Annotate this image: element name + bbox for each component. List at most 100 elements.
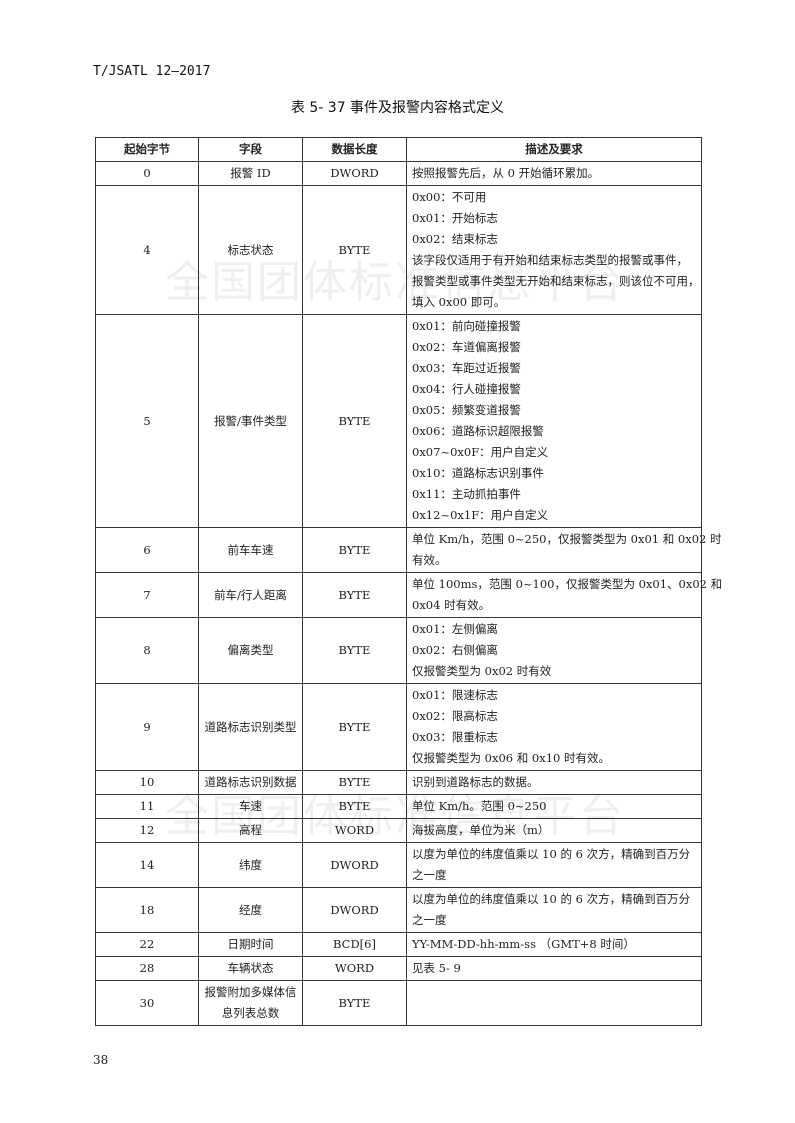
- description-line: 0x03：限重标志: [412, 730, 498, 744]
- description-line: 0x11：主动抓拍事件: [412, 487, 521, 501]
- cell-start-byte: 9: [95, 683, 199, 771]
- description-line: 见表 5- 9: [412, 961, 461, 975]
- cell-description: 单位 Km/h，范围 0~250，仅报警类型为 0x01 和 0x02 时有效。: [406, 527, 721, 573]
- description-line: 按照报警先后，从 0 开始循环累加。: [412, 166, 600, 180]
- column-header-data-length: 数据长度: [302, 137, 407, 162]
- cell-description: 以度为单位的纬度值乘以 10 的 6 次方，精确到百万分 之一度: [406, 887, 702, 933]
- column-header-description: 描述及要求: [406, 137, 702, 162]
- cell-data-length: WORD: [302, 818, 407, 843]
- table-row: 7 前车/行人距离 BYTE 单位 100ms，范围 0~100，仅报警类型为 0x0…: [95, 572, 723, 618]
- cell-data-length: BYTE: [302, 794, 407, 819]
- cell-field: 前车/行人距离: [198, 572, 303, 618]
- description-line: 0x01：左侧偏离: [412, 622, 498, 636]
- description-line: 该字段仅适用于有开始和结束标志类型的报警或事件，: [412, 253, 688, 267]
- cell-field: 前车车速: [198, 527, 303, 573]
- cell-description: 以度为单位的纬度值乘以 10 的 6 次方，精确到百万分 之一度: [406, 842, 702, 888]
- description-line: 0x00：不可用: [412, 190, 487, 204]
- table-row: 5 报警/事件类型 BYTE 0x01：前向碰撞报警 0x02：车道偏离报警 0x03：车…: [95, 314, 702, 528]
- cell-start-byte: 5: [95, 314, 199, 528]
- cell-field: 高程: [198, 818, 303, 843]
- cell-data-length: BYTE: [302, 617, 407, 684]
- description-line: 海拔高度，单位为米（m）: [412, 823, 550, 837]
- cell-start-byte: 8: [95, 617, 199, 684]
- field-text: 道路标志识别类型: [204, 719, 297, 734]
- table-row: 14 纬度 DWORD 以度为单位的纬度值乘以 10 的 6 次方，精确到百万分 之一度: [95, 842, 702, 888]
- cell-start-byte: 11: [95, 794, 199, 819]
- description-line: 0x03：车距过近报警: [412, 361, 521, 375]
- cell-data-length: WORD: [302, 956, 407, 981]
- cell-start-byte: 7: [95, 572, 199, 618]
- cell-description: YY-MM-DD-hh-mm-ss （GMT+8 时间）: [406, 932, 702, 957]
- cell-start-byte: 12: [95, 818, 199, 843]
- field-text: 偏离类型: [227, 643, 274, 657]
- field-text: 高程: [239, 823, 262, 837]
- cell-description: 按照报警先后，从 0 开始循环累加。: [406, 161, 702, 186]
- cell-description: 识别到道路标志的数据。: [406, 770, 702, 795]
- cell-description: 海拔高度，单位为米（m）: [406, 818, 702, 843]
- description-line: 0x01：开始标志: [412, 211, 498, 225]
- cell-start-byte: 22: [95, 932, 199, 957]
- cell-data-length: BCD[6]: [302, 932, 407, 957]
- table-row: 11 车速 BYTE 单位 Km/h。范围 0~250: [95, 794, 702, 819]
- cell-field: 道路标志识别数据: [198, 770, 303, 795]
- column-header-field: 字段: [198, 137, 303, 162]
- table-caption: 表 5- 37 事件及报警内容格式定义: [290, 100, 505, 116]
- description-line: 之一度: [412, 868, 447, 882]
- description-line: 0x10：道路标志识别事件: [412, 466, 544, 480]
- cell-description: 0x01：前向碰撞报警 0x02：车道偏离报警 0x03：车距过近报警 0x04：行人…: [406, 314, 702, 528]
- cell-field: 纬度: [198, 842, 303, 888]
- cell-field: 车速: [198, 794, 303, 819]
- description-line: 0x02：限高标志: [412, 709, 498, 723]
- description-line: 报警类型或事件类型无开始和结束标志，则该位不可用，: [412, 274, 700, 288]
- cell-data-length: DWORD: [302, 161, 407, 186]
- description-line: 单位 100ms，范围 0~100，仅报警类型为 0x01、0x02 和: [412, 577, 723, 591]
- cell-data-length: BYTE: [302, 683, 407, 771]
- cell-description: 0x01：限速标志 0x02：限高标志 0x03：限重标志仅报警类型为 0x06 和…: [406, 683, 702, 771]
- description-line: 填入 0x00 即可。: [412, 295, 506, 309]
- description-line: 0x07~0x0F：用户自定义: [412, 445, 549, 459]
- cell-start-byte: 28: [95, 956, 199, 981]
- cell-description: 见表 5- 9: [406, 956, 702, 981]
- description-line: 0x04：行人碰撞报警: [412, 382, 521, 396]
- cell-field: 道路标志识别类型: [198, 683, 303, 771]
- cell-start-byte: 10: [95, 770, 199, 795]
- event-alarm-format-table: 起始字节 字段 数据长度 描述及要求 0 报警 ID DWORD 按照报警先后，从 0…: [95, 137, 723, 1026]
- cell-field: 经度: [198, 887, 303, 933]
- cell-start-byte: 14: [95, 842, 199, 888]
- field-text: 道路标志识别数据: [204, 775, 297, 789]
- cell-description: 0x00：不可用 0x01：开始标志 0x02：结束标志 该字段仅适用于有开始和结束标…: [406, 185, 702, 315]
- cell-start-byte: 6: [95, 527, 199, 573]
- cell-field: 报警附加多媒体信 息列表总数: [198, 980, 303, 1026]
- page-number: 38: [93, 1053, 109, 1067]
- cell-description: 0x01：左侧偏离 0x02：右侧偏离 仅报警类型为 0x02 时有效: [406, 617, 702, 684]
- description-line: 0x01：限速标志: [412, 688, 498, 702]
- cell-description: [406, 980, 702, 1026]
- table-header-row: 起始字节 字段 数据长度 描述及要求: [95, 137, 702, 162]
- field-text: 报警 ID: [230, 166, 271, 180]
- description-line: YY-MM-DD-hh-mm-ss （GMT+8 时间）: [412, 937, 635, 951]
- description-line: 仅报警类型为 0x06 和 0x10 时有效。: [412, 751, 610, 765]
- field-text: 车速: [239, 799, 262, 813]
- field-text: 息列表总数: [221, 1006, 280, 1020]
- cell-field: 车辆状态: [198, 956, 303, 981]
- field-text: 经度: [239, 902, 262, 917]
- table-row: 28 车辆状态 WORD 见表 5- 9: [95, 956, 702, 981]
- description-line: 识别到道路标志的数据。: [412, 775, 539, 789]
- description-line: 仅报警类型为 0x02 时有效: [412, 664, 552, 678]
- cell-data-length: DWORD: [302, 887, 407, 933]
- table-row: 8 偏离类型 BYTE 0x01：左侧偏离 0x02：右侧偏离 仅报警类型为 0x02 时…: [95, 617, 702, 684]
- cell-start-byte: 4: [95, 185, 199, 315]
- description-line: 以度为单位的纬度值乘以 10 的 6 次方，精确到百万分: [412, 847, 691, 861]
- table-row: 18 经度 DWORD 以度为单位的纬度值乘以 10 的 6 次方，精确到百万分 之一度: [95, 887, 702, 933]
- field-text: 前车/行人距离: [214, 587, 287, 602]
- table-row: 12 高程 WORD 海拔高度，单位为米（m）: [95, 818, 702, 843]
- field-text: 报警附加多媒体信: [204, 985, 297, 999]
- table-row: 6 前车车速 BYTE 单位 Km/h，范围 0~250，仅报警类型为 0x01 和 …: [95, 527, 721, 573]
- field-text: 车辆状态: [227, 961, 274, 975]
- field-text: 纬度: [239, 857, 262, 872]
- table-row: 4 标志状态 BYTE 0x00：不可用 0x01：开始标志 0x02：结束标志 该字段仅适…: [95, 185, 702, 315]
- description-line: 单位 Km/h。范围 0~250: [412, 799, 547, 813]
- description-line: 0x04 时有效。: [412, 598, 491, 612]
- cell-data-length: BYTE: [302, 980, 407, 1026]
- cell-data-length: BYTE: [302, 314, 407, 528]
